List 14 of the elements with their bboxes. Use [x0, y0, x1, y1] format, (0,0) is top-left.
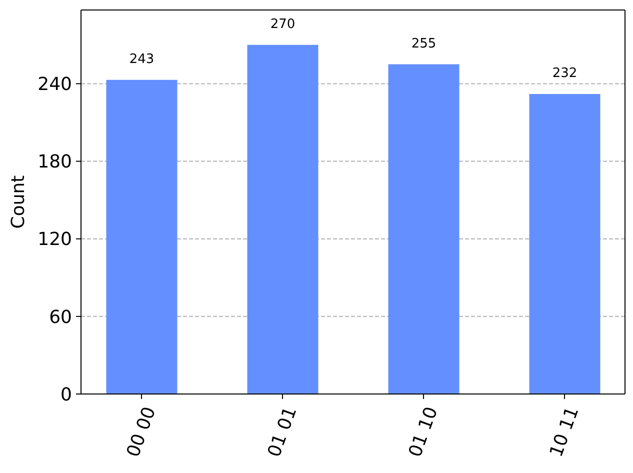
y-tick-label: 0	[60, 384, 72, 406]
y-tick-label: 180	[38, 152, 72, 173]
x-tick-label: 01 01	[264, 404, 302, 460]
x-tick-label: 01 10	[404, 404, 442, 460]
x-tick-label: 00 00	[122, 404, 160, 460]
y-tick-label: 240	[38, 74, 72, 96]
y-tick-label: 120	[38, 229, 72, 250]
data-label: 232	[552, 66, 578, 82]
x-tick-label: 10 11	[546, 404, 584, 460]
y-axis-title: Count	[8, 175, 29, 229]
data-label: 270	[270, 16, 296, 32]
y-tick-label: 60	[49, 306, 72, 328]
data-label: 243	[129, 52, 154, 67]
data-label: 255	[411, 36, 436, 52]
